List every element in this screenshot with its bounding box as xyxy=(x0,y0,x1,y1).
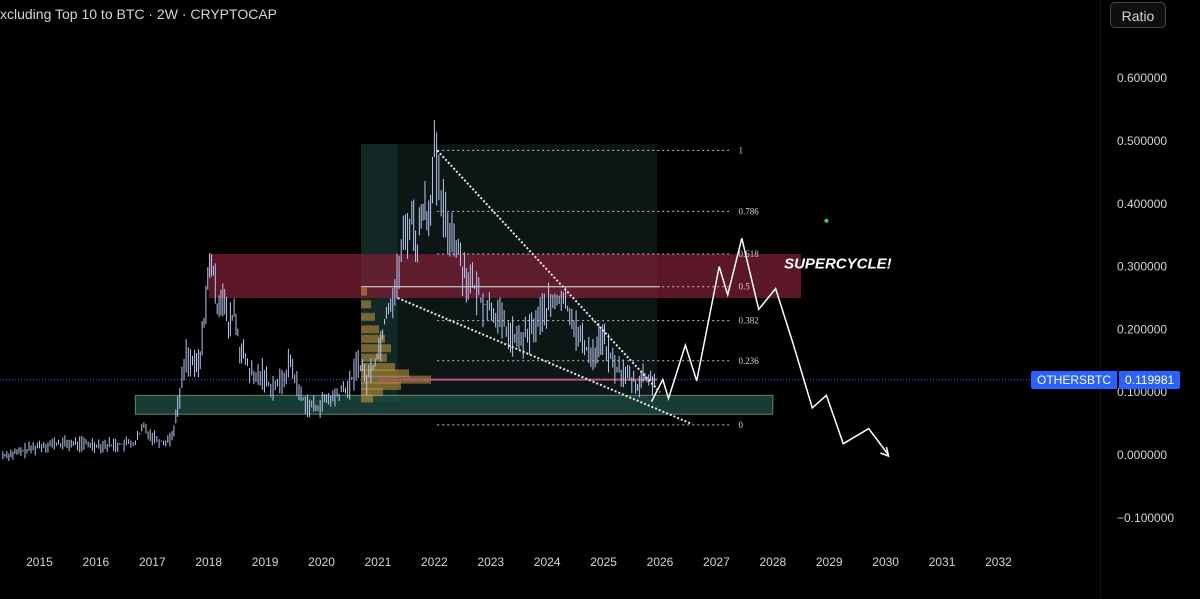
x-tick-label-12: 2027 xyxy=(703,555,730,569)
fib-level-label-4: 0.382 xyxy=(739,316,759,326)
y-tick-label-7: −0.100000 xyxy=(1117,511,1174,525)
x-tick-label-13: 2028 xyxy=(759,555,786,569)
ratio-button[interactable]: Ratio xyxy=(1110,2,1166,28)
x-tick-label-14: 2029 xyxy=(816,555,843,569)
volume-profile-bar-3 xyxy=(361,325,380,334)
volume-profile-bar-0 xyxy=(361,287,368,296)
current-price-tag: OTHERSBTC 0.119981 xyxy=(1031,371,1181,389)
x-tick-label-0: 2015 xyxy=(26,555,53,569)
volume-profile-bar-2 xyxy=(361,312,376,321)
volume-profile-bar-11 xyxy=(361,388,384,397)
volume-profile-bar-10 xyxy=(361,381,402,390)
fib-level-label-5: 0.236 xyxy=(739,356,760,366)
x-tick-label-10: 2025 xyxy=(590,555,617,569)
x-tick-label-4: 2019 xyxy=(252,555,279,569)
price-tag-symbol: OTHERSBTC xyxy=(1031,371,1118,389)
x-tick-label-2: 2017 xyxy=(139,555,166,569)
support-zone xyxy=(134,394,774,415)
y-axis-border xyxy=(1100,0,1101,599)
x-tick-label-16: 2031 xyxy=(929,555,956,569)
x-tick-label-3: 2018 xyxy=(195,555,222,569)
chart-title: xcluding Top 10 to BTC · 2W · CRYPTOCAP xyxy=(0,6,277,22)
volume-profile-bar-8 xyxy=(361,369,410,378)
signal-marker-dot xyxy=(824,218,829,223)
y-tick-label-4: 0.200000 xyxy=(1117,322,1167,336)
price-tag-value: 0.119981 xyxy=(1119,371,1181,389)
projection-arrowhead xyxy=(880,446,890,458)
x-tick-label-5: 2020 xyxy=(308,555,335,569)
volume-profile-bar-12 xyxy=(361,394,374,403)
y-tick-label-1: 0.500000 xyxy=(1117,134,1167,148)
y-tick-label-2: 0.400000 xyxy=(1117,197,1167,211)
x-tick-label-15: 2030 xyxy=(872,555,899,569)
resistance-zone xyxy=(208,254,802,298)
x-tick-label-11: 2026 xyxy=(647,555,674,569)
fib-level-label-1: 0.786 xyxy=(739,206,760,216)
volume-profile-bar-6 xyxy=(361,353,388,362)
trendline-1 xyxy=(397,297,692,425)
fib-level-label-3: 0.5 xyxy=(739,282,751,292)
x-tick-label-9: 2024 xyxy=(534,555,561,569)
x-tick-label-8: 2023 xyxy=(477,555,504,569)
volume-profile-bar-4 xyxy=(361,334,386,343)
x-tick-label-6: 2021 xyxy=(365,555,392,569)
y-tick-label-0: 0.600000 xyxy=(1117,71,1167,85)
x-tick-label-1: 2016 xyxy=(83,555,110,569)
volume-profile-bar-7 xyxy=(361,363,396,372)
supercycle-annotation: SUPERCYCLE! xyxy=(784,255,892,272)
x-tick-label-7: 2022 xyxy=(421,555,448,569)
x-tick-label-17: 2032 xyxy=(985,555,1012,569)
y-tick-label-3: 0.300000 xyxy=(1117,260,1167,274)
fib-level-label-2: 0.618 xyxy=(739,249,760,259)
fib-level-label-0: 1 xyxy=(739,145,744,155)
trendline-0 xyxy=(436,149,661,393)
projection-path xyxy=(650,238,890,456)
volume-profile-bar-1 xyxy=(361,300,372,309)
fib-level-label-6: 0 xyxy=(739,420,744,430)
volume-profile-bar-5 xyxy=(361,344,392,353)
y-tick-label-6: 0.000000 xyxy=(1117,448,1167,462)
